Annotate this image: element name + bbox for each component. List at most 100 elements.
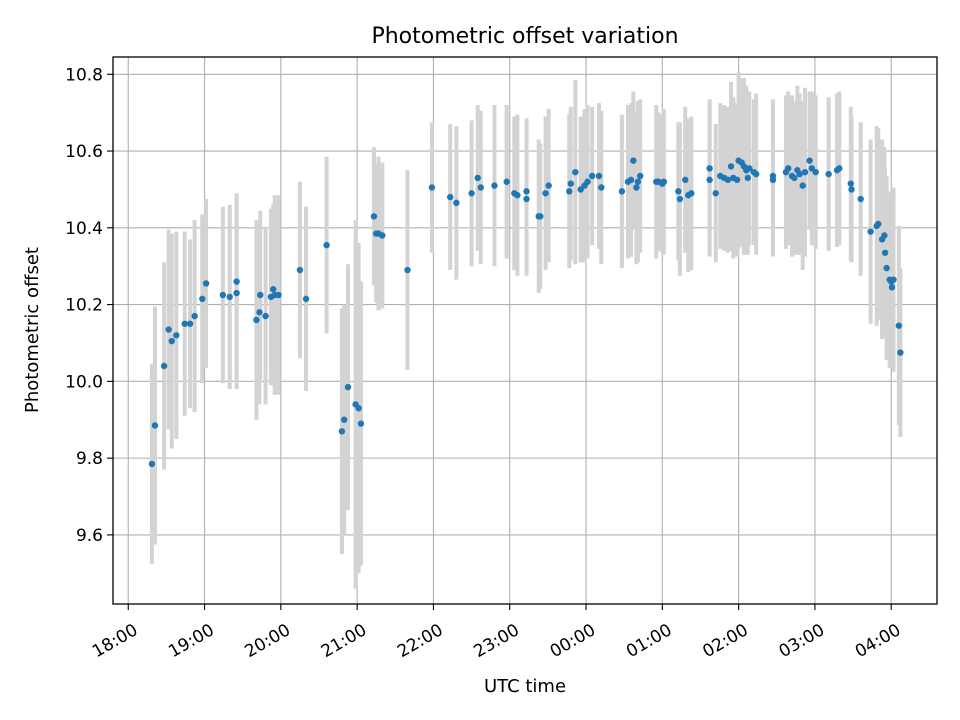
data-point	[682, 176, 689, 184]
y-axis-ticks: 9.6 9.8 10.0 10.2 10.4 10.6 10.8	[65, 65, 113, 546]
data-point	[890, 276, 897, 283]
data-point	[618, 188, 626, 195]
data-point	[256, 309, 263, 316]
data-point	[542, 190, 549, 197]
data-point	[168, 337, 175, 345]
y-tick-label: 10.0	[65, 372, 103, 392]
data-point	[727, 163, 735, 170]
data-point	[660, 178, 668, 185]
data-point	[796, 170, 803, 178]
data-point	[875, 220, 882, 228]
data-point	[799, 182, 806, 189]
data-point	[302, 295, 310, 303]
data-point	[537, 213, 544, 220]
data-point	[801, 168, 809, 176]
data-point	[523, 188, 530, 195]
data-point	[191, 312, 198, 320]
data-point	[219, 291, 227, 299]
data-point	[404, 266, 411, 274]
data-point	[706, 176, 713, 184]
y-tick-label: 10.6	[65, 142, 103, 162]
data-point	[598, 184, 605, 191]
data-point	[323, 241, 330, 249]
y-tick-label: 10.8	[65, 65, 103, 85]
data-point	[688, 190, 695, 197]
data-point	[744, 174, 751, 182]
data-point	[253, 316, 260, 324]
data-point	[151, 422, 159, 429]
data-point	[514, 191, 521, 199]
data-point	[491, 182, 498, 189]
data-point	[474, 174, 481, 182]
data-point	[847, 180, 854, 187]
data-point	[566, 188, 573, 195]
data-point	[634, 178, 642, 185]
data-point	[633, 184, 640, 191]
data-point	[769, 176, 777, 184]
data-point	[785, 165, 792, 172]
data-point	[165, 326, 172, 333]
chart-title: Photometric offset variation	[371, 24, 678, 49]
data-point	[447, 193, 454, 201]
data-point	[468, 190, 475, 197]
data-point	[897, 349, 904, 356]
data-point	[848, 186, 855, 193]
y-tick-label: 9.8	[76, 449, 103, 469]
data-point	[637, 172, 644, 180]
data-point	[791, 174, 798, 182]
data-point	[883, 264, 890, 272]
data-point	[857, 195, 864, 203]
data-point	[181, 320, 188, 327]
data-point	[812, 168, 819, 176]
data-point	[340, 416, 348, 423]
data-point	[270, 286, 277, 293]
y-tick-label: 10.2	[65, 296, 103, 316]
data-point	[588, 172, 596, 180]
data-point	[186, 320, 194, 327]
data-point	[428, 184, 436, 191]
data-point	[806, 157, 813, 164]
y-axis-label: Photometric offset	[22, 247, 43, 413]
data-point	[881, 249, 889, 256]
data-point	[724, 176, 732, 184]
data-point	[355, 405, 362, 412]
data-point	[296, 266, 304, 274]
data-point	[895, 322, 903, 329]
data-point	[173, 332, 180, 339]
data-point	[503, 178, 510, 185]
data-point	[676, 195, 684, 203]
x-axis-label: UTC time	[484, 676, 566, 697]
y-tick-label: 10.4	[65, 219, 103, 239]
data-point	[453, 199, 460, 207]
data-point	[370, 213, 378, 220]
data-point	[836, 165, 843, 172]
data-point	[344, 383, 352, 391]
data-point	[262, 312, 269, 320]
data-point	[357, 420, 365, 427]
data-point	[160, 362, 168, 370]
data-point	[257, 291, 264, 299]
data-point	[881, 232, 888, 239]
data-point	[199, 295, 206, 303]
data-point	[477, 184, 484, 191]
data-point	[584, 178, 591, 185]
data-point	[338, 428, 346, 435]
data-point	[545, 182, 552, 189]
data-point	[712, 190, 719, 197]
data-point	[379, 232, 386, 239]
data-point	[233, 289, 240, 297]
data-point	[523, 195, 530, 203]
data-point	[595, 172, 603, 180]
data-point	[627, 176, 635, 184]
data-point	[275, 291, 282, 299]
data-point	[825, 170, 832, 178]
data-point	[226, 293, 233, 301]
data-point	[867, 228, 874, 235]
data-point	[202, 280, 210, 287]
plot-frame	[112, 56, 938, 605]
data-point	[233, 278, 240, 285]
data-point	[888, 284, 896, 291]
data-point	[572, 168, 579, 176]
data-points	[148, 157, 904, 468]
